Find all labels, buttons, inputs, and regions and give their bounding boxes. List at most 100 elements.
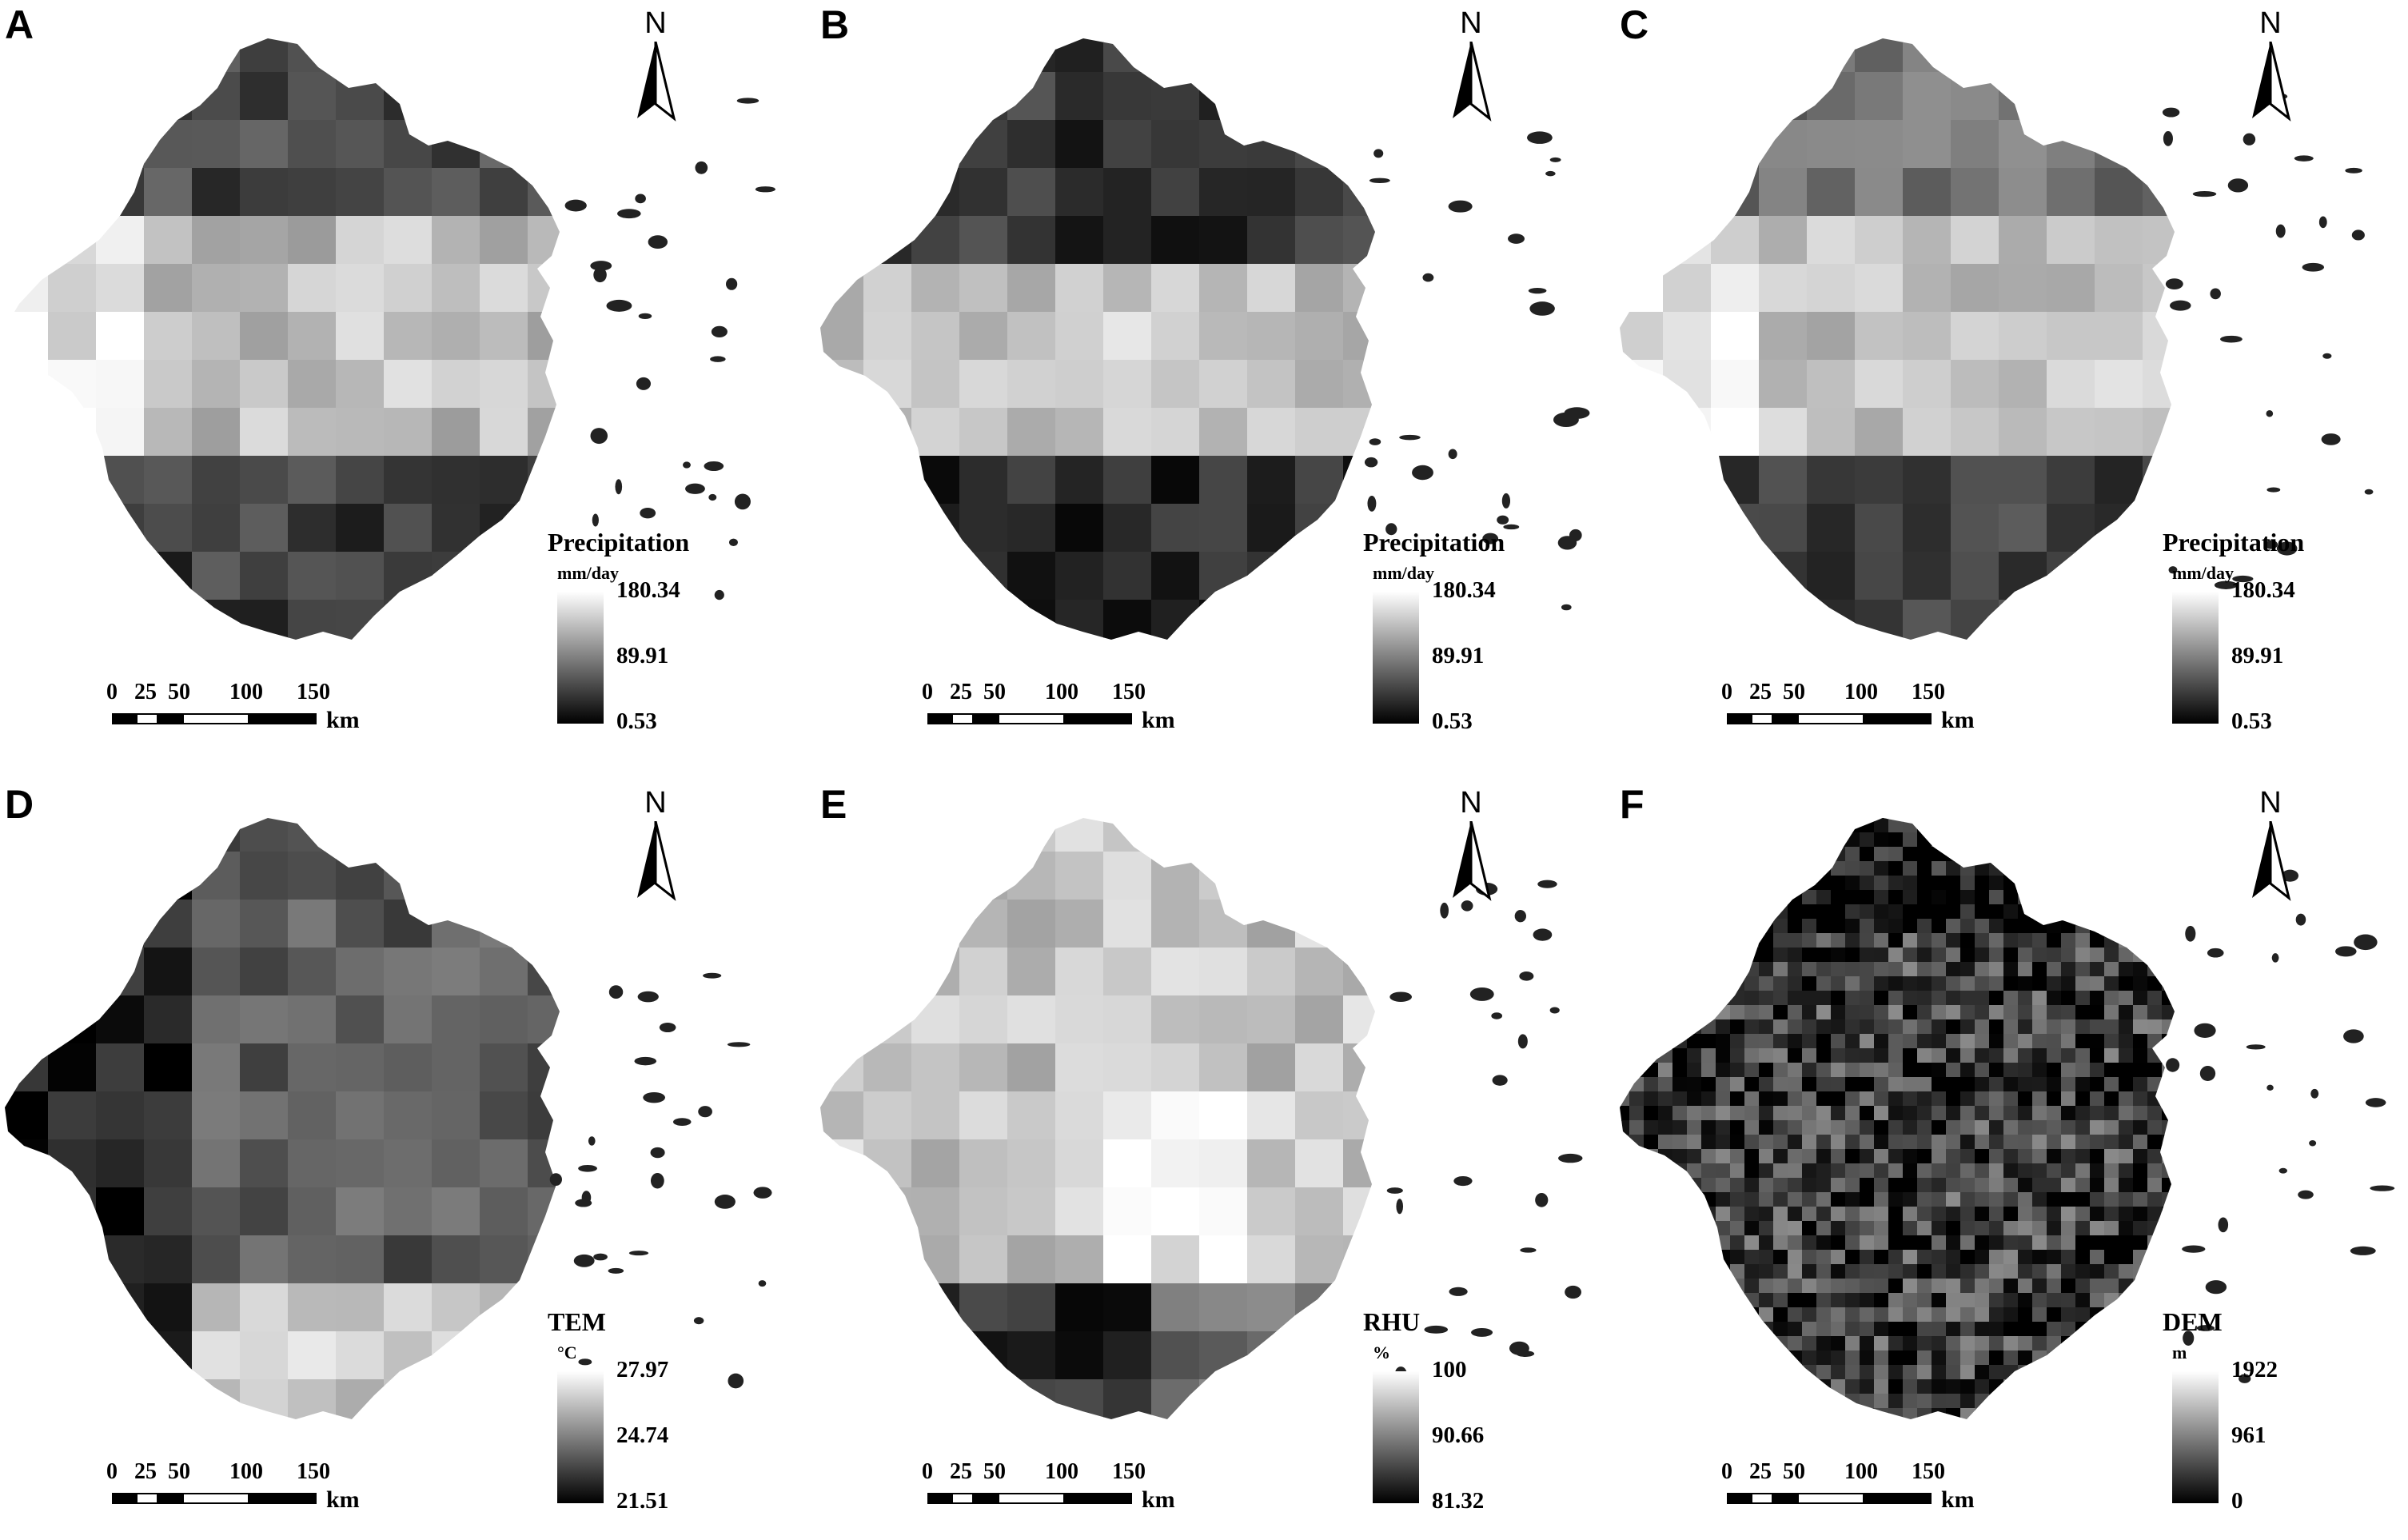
legend-min: 0.53 (616, 708, 657, 734)
north-arrow: N (2243, 788, 2298, 908)
scale-unit: km (1142, 1486, 1175, 1513)
north-arrow: N (628, 8, 684, 128)
scale-segment (1065, 713, 1132, 724)
scale-tick: 100 (229, 680, 263, 704)
island (2239, 1374, 2251, 1383)
island (1385, 523, 1397, 536)
map-panel-c: C N 0 25 50 100 150 km Precipitation mm/… (1615, 0, 2408, 760)
scale-tick: 0 (1721, 680, 1732, 704)
legend-max: 180.34 (1432, 577, 1496, 603)
scale-segment (1727, 1493, 1751, 1504)
scale-tick: 150 (297, 1459, 330, 1484)
legend-color-ramp (1373, 1371, 1419, 1503)
island (736, 98, 759, 104)
north-label: N (2259, 6, 2282, 40)
legend-max: 180.34 (616, 577, 680, 603)
map-cells (5, 818, 560, 1419)
island (1535, 1192, 1549, 1207)
legend-color-ramp (557, 1371, 604, 1503)
island (2166, 1058, 2180, 1072)
scale-segment (1065, 1493, 1132, 1504)
legend-max: 27.97 (616, 1357, 669, 1382)
island (1369, 438, 1381, 445)
island (1373, 149, 1384, 158)
north-arrow-icon (637, 42, 676, 122)
legend-mid: 961 (2231, 1422, 2266, 1448)
scale-segment (136, 713, 158, 724)
scale-tick: 50 (168, 1459, 190, 1484)
scale-bar: 0 25 50 100 150 km (1721, 1459, 1999, 1523)
island (1517, 1034, 1528, 1049)
scale-tick: 150 (1112, 680, 1146, 704)
scale-bar: 0 25 50 100 150 km (1721, 680, 1999, 744)
island (704, 461, 724, 472)
island (549, 1173, 562, 1187)
island (1528, 287, 1547, 294)
scale-tick: 0 (1721, 1459, 1732, 1484)
map-cells (820, 38, 1375, 640)
island (1516, 1350, 1535, 1357)
legend-title: Precipitation (1363, 528, 1505, 557)
island (1461, 900, 1473, 912)
island (2227, 178, 2249, 193)
island (590, 428, 608, 445)
island (2185, 925, 2196, 942)
map-raster (1620, 38, 2374, 640)
scale-bar: 0 25 50 100 150 km (106, 680, 384, 744)
map-panel-a: A N 0 25 50 100 150 km Precipitation mm/… (0, 0, 799, 760)
island (711, 325, 728, 337)
island (753, 1187, 772, 1199)
panel-letter: E (820, 782, 847, 827)
scale-segment (1751, 1493, 1773, 1504)
legend: Precipitation mm/day 180.34 89.91 0.53 (1363, 528, 1603, 752)
island (728, 1373, 744, 1389)
island (650, 1147, 665, 1159)
scale-bar: 0 25 50 100 150 km (922, 680, 1199, 744)
island (637, 991, 659, 1003)
legend: RHU % 100 90.66 81.32 (1363, 1307, 1603, 1531)
scale-tick: 25 (950, 1459, 972, 1484)
island (1519, 971, 1534, 981)
island (608, 1267, 624, 1274)
scale-tick: 50 (1783, 680, 1805, 704)
scale-tick: 25 (1749, 680, 1772, 704)
island (2194, 1023, 2216, 1038)
island (1492, 1075, 1508, 1086)
island (638, 313, 652, 320)
legend-max: 1922 (2231, 1357, 2278, 1382)
scale-tick: 100 (229, 1459, 263, 1484)
legend-unit: mm/day (557, 563, 619, 583)
legend-title: Precipitation (548, 528, 690, 557)
north-arrow-icon (2252, 821, 2291, 901)
legend-title: RHU (1363, 1307, 1421, 1336)
island (1497, 515, 1509, 525)
island (2220, 335, 2243, 343)
scale-tick: 50 (983, 680, 1006, 704)
legend-min: 81.32 (1432, 1488, 1485, 1514)
island (1399, 434, 1421, 441)
island (1448, 200, 1473, 213)
island (734, 493, 751, 510)
scale-unit: km (326, 707, 360, 733)
island (2266, 487, 2281, 493)
island (617, 209, 641, 219)
map-panel-f: F N 0 25 50 100 150 km DEM m 1922 9 (1615, 780, 2408, 1539)
north-arrow: N (1443, 8, 1499, 128)
scale-tick: 50 (983, 1459, 1006, 1484)
island (695, 161, 708, 174)
scale-tick: 0 (922, 680, 933, 704)
island (1469, 987, 1494, 1001)
scale-segment (998, 713, 1065, 724)
scale-segment (182, 713, 249, 724)
scale-segment (1727, 713, 1751, 724)
scale-segment (927, 713, 951, 724)
island (590, 261, 612, 271)
panel-letter: A (5, 2, 34, 47)
island (608, 985, 624, 999)
island (1449, 1287, 1468, 1296)
island (1386, 1187, 1403, 1194)
island (564, 199, 587, 212)
legend-title: TEM (548, 1307, 606, 1336)
island (1553, 412, 1579, 428)
island (2264, 540, 2278, 549)
